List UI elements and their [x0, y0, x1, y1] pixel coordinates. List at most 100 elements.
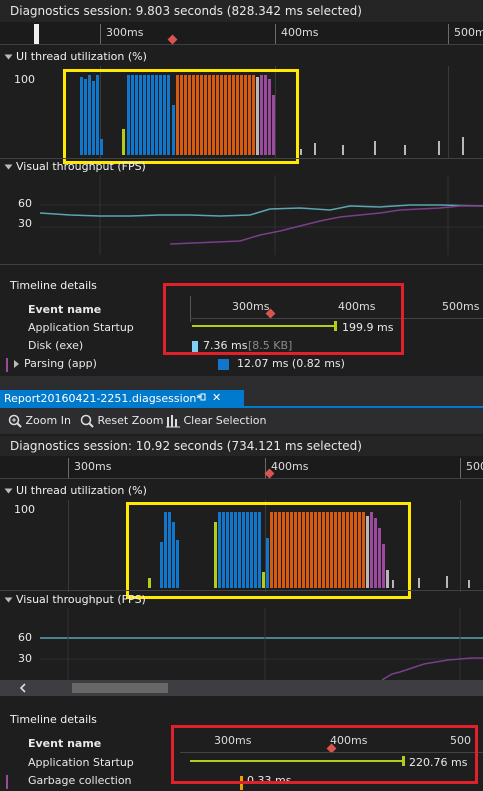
disk-duration-value: 7.36 ms — [203, 339, 248, 352]
event-application-startup[interactable]: Application Startup — [28, 756, 134, 769]
top-ruler-handle[interactable] — [34, 24, 39, 44]
ruler-label-300: 300ms — [74, 460, 112, 473]
utilization-bar — [302, 512, 305, 588]
utilization-bar — [240, 75, 243, 155]
utilization-bar — [274, 512, 277, 588]
utilization-bar — [180, 75, 183, 155]
utilization-bar — [272, 95, 275, 155]
utilization-bar — [264, 75, 267, 155]
ruler-tick — [100, 24, 101, 44]
top-visual-title[interactable]: Visual throughput (FPS) — [4, 160, 146, 173]
bottom-session-header: Diagnostics session: 10.92 seconds (734.… — [0, 436, 483, 457]
utilization-bar — [374, 141, 376, 155]
utilization-bar — [342, 512, 345, 588]
event-application-startup[interactable]: Application Startup — [28, 321, 134, 334]
utilization-bar — [244, 75, 247, 155]
utilization-bar — [143, 75, 146, 155]
event-parsing-app[interactable]: Parsing (app) — [14, 357, 97, 370]
utilization-bar — [248, 75, 251, 155]
document-tab[interactable]: Report20160421-2251.diagsession* ✕ — [0, 390, 244, 407]
top-ui-thread-title[interactable]: UI thread utilization (%) — [4, 50, 147, 63]
utilization-bar — [334, 512, 337, 588]
playhead-marker[interactable] — [167, 34, 178, 45]
utilization-bar — [164, 512, 167, 588]
utilization-bar — [163, 75, 166, 155]
scroll-thumb[interactable] — [72, 683, 168, 693]
collapse-triangle-icon[interactable] — [4, 597, 13, 603]
clear-selection-button[interactable]: Clear Selection — [166, 414, 266, 428]
bottom-yellow-highlight — [126, 502, 411, 599]
utilization-bar — [326, 512, 329, 588]
bottom-timeline-title: Timeline details — [10, 713, 97, 726]
utilization-bar — [208, 75, 211, 155]
reset-zoom-button[interactable]: Reset Zoom — [80, 414, 163, 428]
utilization-bar — [468, 580, 470, 588]
collapse-triangle-icon[interactable] — [4, 488, 13, 494]
utilization-bar — [282, 512, 285, 588]
utilization-bar — [84, 79, 87, 155]
utilization-bar — [366, 516, 369, 588]
bottom-visual-title[interactable]: Visual throughput (FPS) — [4, 593, 146, 606]
utilization-bar — [168, 512, 171, 588]
top-timeline-title: Timeline details — [10, 279, 97, 292]
top-session-summary: Diagnostics session: 9.803 seconds (828.… — [10, 4, 362, 18]
top-session-header: Diagnostics session: 9.803 seconds (828.… — [0, 0, 483, 23]
utilization-bar — [184, 75, 187, 155]
fps-axis-60: 60 — [18, 631, 32, 644]
utilization-bar — [131, 75, 134, 155]
utilization-bar — [310, 512, 313, 588]
collapse-triangle-icon[interactable] — [4, 54, 13, 60]
close-icon[interactable]: ✕ — [212, 391, 222, 404]
utilization-bar — [258, 512, 261, 588]
bottom-time-ruler[interactable]: 300ms 400ms 500ms — [0, 456, 483, 479]
utilization-bar — [192, 75, 195, 155]
pin-icon[interactable] — [196, 391, 206, 406]
parsing-duration-bar[interactable] — [218, 359, 229, 370]
utilization-bar — [204, 75, 207, 155]
utilization-bar — [418, 578, 420, 588]
utilization-bar — [230, 512, 233, 588]
utilization-bar — [386, 570, 389, 588]
utilization-bar — [176, 75, 179, 155]
utilization-bar — [290, 512, 293, 588]
utilization-bar — [220, 75, 223, 155]
detail-ruler-400: 400ms — [338, 300, 376, 313]
utilization-bar — [262, 572, 265, 588]
utilization-bar — [266, 538, 269, 588]
utilization-bar — [446, 576, 448, 588]
utilization-bar — [176, 540, 179, 588]
utilization-bar — [88, 75, 91, 155]
event-garbage-collection[interactable]: Garbage collection — [28, 774, 132, 787]
clear-selection-icon — [166, 415, 180, 428]
detail-ruler-300: 300ms — [214, 734, 252, 747]
top-time-ruler[interactable]: 300ms 400ms 500ms — [0, 22, 483, 45]
expand-triangle-icon[interactable] — [14, 360, 19, 368]
utilization-bar — [254, 512, 257, 588]
bottom-ui-thread-title[interactable]: UI thread utilization (%) — [4, 484, 147, 497]
detail-ruler-500: 500ms — [442, 300, 480, 313]
utilization-bar — [159, 75, 162, 155]
collapse-triangle-icon[interactable] — [4, 164, 13, 170]
zoom-in-button[interactable]: Zoom In — [8, 414, 71, 428]
top-event-header: Event name — [28, 303, 102, 316]
startup-duration-bar[interactable] — [192, 325, 336, 327]
utilization-bar — [232, 75, 235, 155]
utilization-bar — [270, 512, 273, 588]
utilization-bar — [127, 75, 130, 155]
bottom-session-summary: Diagnostics session: 10.92 seconds (734.… — [10, 439, 362, 453]
utilization-bar — [147, 75, 150, 155]
disk-duration-bar[interactable] — [192, 341, 198, 354]
startup-duration-value: 199.9 ms — [342, 321, 394, 334]
horizontal-scrollbar[interactable] — [0, 680, 483, 696]
fps-axis-30: 30 — [18, 652, 32, 665]
utilization-bar — [228, 75, 231, 155]
utilization-bar — [135, 75, 138, 155]
utilization-bar — [438, 141, 440, 155]
utilization-bar — [300, 149, 302, 155]
utilization-bar — [286, 512, 289, 588]
startup-duration-bar[interactable] — [190, 760, 404, 762]
scroll-left-icon[interactable] — [18, 682, 28, 697]
top-ui-axis-100: 100 — [14, 73, 35, 86]
fps-axis-60: 60 — [18, 197, 32, 210]
event-disk-exe[interactable]: Disk (exe) — [28, 339, 84, 352]
